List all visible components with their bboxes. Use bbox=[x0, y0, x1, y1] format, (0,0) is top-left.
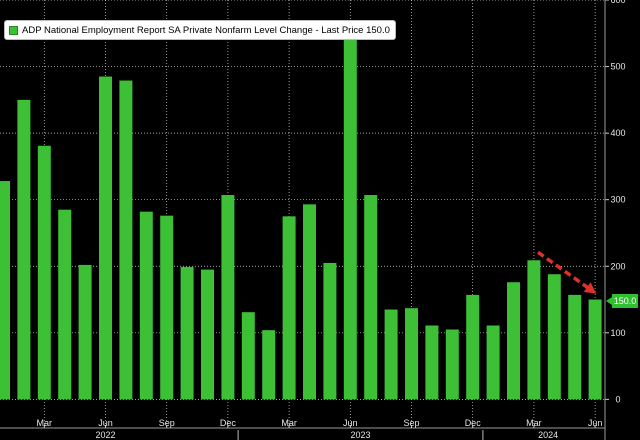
bar bbox=[405, 308, 418, 400]
bar bbox=[303, 204, 316, 400]
bar bbox=[119, 80, 133, 400]
y-tick-label: 200 bbox=[610, 261, 625, 271]
bar bbox=[99, 76, 112, 400]
legend-swatch bbox=[9, 25, 18, 35]
bar bbox=[0, 181, 10, 400]
bar-series bbox=[0, 37, 602, 400]
y-tick-label: 600 bbox=[610, 0, 625, 5]
x-tick-label: Jun bbox=[343, 418, 358, 428]
bar bbox=[160, 215, 174, 400]
bar bbox=[568, 294, 582, 400]
x-tick-label: Mar bbox=[526, 418, 542, 428]
last-price-badge-pointer bbox=[606, 297, 612, 305]
bar bbox=[221, 195, 235, 400]
year-label: 2024 bbox=[538, 430, 558, 440]
bar bbox=[466, 294, 480, 400]
bar bbox=[262, 330, 276, 400]
bar bbox=[282, 216, 296, 400]
grid-lines bbox=[0, 0, 605, 428]
y-tick-label: 0 bbox=[615, 394, 620, 404]
x-tick-label: Jun bbox=[588, 418, 603, 428]
last-price-badge: 150.0 bbox=[612, 294, 638, 308]
y-tick-label: 300 bbox=[610, 195, 625, 205]
y-tick-label: 100 bbox=[610, 328, 625, 338]
bar bbox=[384, 309, 398, 400]
y-tick-label: 400 bbox=[610, 128, 625, 138]
x-tick-label: Sep bbox=[403, 418, 419, 428]
bar bbox=[364, 195, 378, 400]
bar bbox=[445, 329, 459, 400]
year-label: 2022 bbox=[95, 430, 115, 440]
x-tick-label: Dec bbox=[220, 418, 237, 428]
legend-label: ADP National Employment Report SA Privat… bbox=[22, 24, 390, 36]
bar bbox=[201, 269, 214, 400]
x-tick-label: Jun bbox=[98, 418, 113, 428]
bar bbox=[425, 325, 439, 400]
bar bbox=[37, 145, 51, 400]
bar bbox=[343, 37, 357, 400]
bar bbox=[527, 260, 541, 400]
axes: 0 100 200 300 400 500 600 Mar Jun Sep Dec Mar Jun Sep… bbox=[0, 0, 626, 440]
bar bbox=[139, 211, 153, 400]
x-tick-label: Mar bbox=[281, 418, 297, 428]
x-tick-label: Mar bbox=[37, 418, 53, 428]
trend-annotation bbox=[536, 250, 597, 294]
y-tick-label: 500 bbox=[610, 62, 625, 72]
trend-arrow-shaft bbox=[536, 250, 592, 291]
bar bbox=[58, 209, 72, 400]
bar bbox=[17, 99, 31, 400]
bar bbox=[547, 274, 561, 400]
bar bbox=[486, 325, 500, 400]
trend-arrow-head bbox=[583, 282, 597, 294]
bar bbox=[180, 266, 194, 400]
bar bbox=[507, 282, 520, 400]
x-tick-label: Dec bbox=[465, 418, 482, 428]
bar bbox=[78, 264, 92, 400]
year-label: 2023 bbox=[350, 430, 370, 440]
legend: ADP National Employment Report SA Privat… bbox=[4, 20, 396, 40]
bar bbox=[323, 262, 337, 400]
bar bbox=[588, 299, 602, 400]
x-tick-label: Sep bbox=[159, 418, 175, 428]
bar bbox=[241, 312, 255, 400]
